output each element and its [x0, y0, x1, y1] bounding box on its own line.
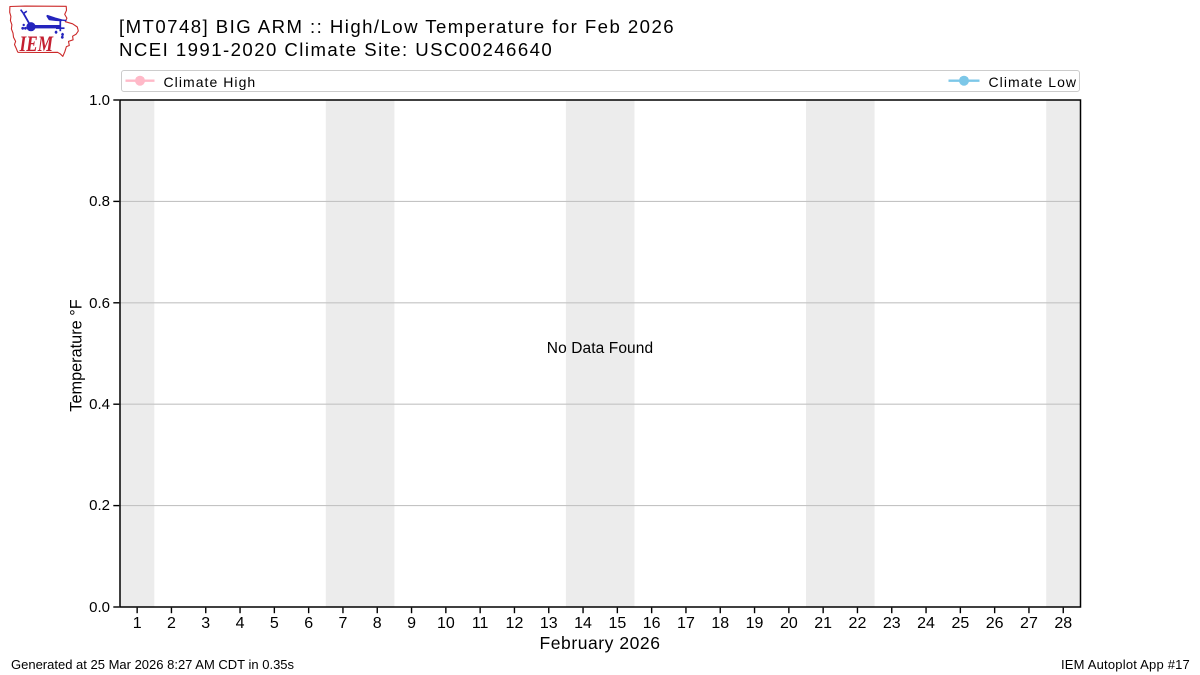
svg-text:Temperature °F: Temperature °F [68, 299, 86, 411]
svg-text:IEM: IEM [19, 31, 54, 56]
